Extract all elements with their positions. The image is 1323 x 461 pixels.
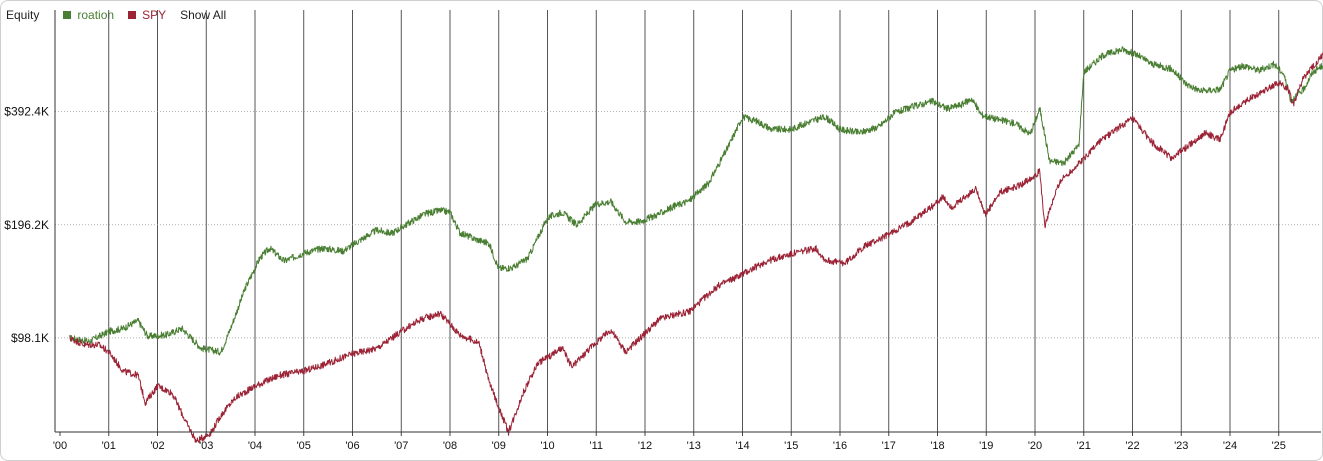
x-tick-label: '13 [687,440,701,452]
legend-swatch-roation [63,11,72,19]
legend-label-spy: SPY [142,8,167,22]
series-line-roation[interactable] [69,46,1323,356]
legend-label-roation: roation [77,8,115,22]
legend-title: Equity [6,8,40,22]
y-tick-label: $392.4K [4,105,49,119]
x-tick-label: '16 [833,440,847,452]
x-tick-label: '22 [1125,440,1139,452]
x-tick-label: '25 [1272,440,1286,452]
chart-legend: Equity roation SPY Show All [6,7,226,23]
x-tick-label: '24 [1223,440,1237,452]
x-tick-label: '07 [394,440,408,452]
x-tick-label: '19 [979,440,993,452]
x-tick-label: '21 [1077,440,1091,452]
y-tick-label: $98.1K [11,331,49,345]
x-tick-label: '17 [882,440,896,452]
x-tick-label: '03 [199,440,213,452]
x-tick-label: '12 [638,440,652,452]
x-tick-label: '05 [297,440,311,452]
series-line-spy[interactable] [69,52,1323,444]
y-tick-label: $196.2K [4,218,49,232]
legend-item-roation[interactable]: roation [63,8,114,22]
x-tick-label: '08 [443,440,457,452]
axes-layer: '00 '01 '02 '03 '04 '05 '06 '07 '08 '09 '10 '11 '12 '… [4,10,1321,452]
x-tick-label: '06 [345,440,359,452]
x-tick-label: '15 [784,440,798,452]
x-tick-label: '20 [1028,440,1042,452]
show-all-button[interactable]: Show All [180,8,227,22]
x-tick-label: '14 [735,440,749,452]
x-tick-label: '10 [540,440,554,452]
x-tick-label: '11 [589,440,603,452]
x-tick-label: '00 [53,440,67,452]
x-tick-label: '01 [102,440,116,452]
x-tick-label: '23 [1174,440,1188,452]
grid-layer [55,10,1321,432]
x-tick-label: '09 [492,440,506,452]
legend-item-spy[interactable]: SPY [128,8,166,22]
x-tick-label: '04 [248,440,262,452]
x-tick-label: '02 [150,440,164,452]
x-tick-label: '18 [930,440,944,452]
legend-swatch-spy [128,11,137,19]
series-layer [69,46,1323,444]
